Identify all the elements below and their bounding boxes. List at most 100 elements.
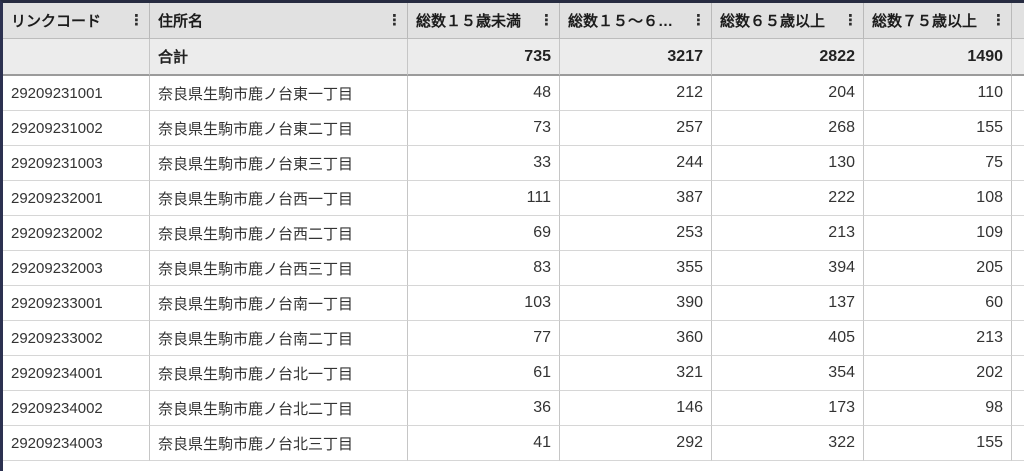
cell-linkcode[interactable]: 29209232001 (3, 181, 150, 216)
cell-number[interactable]: 75 (864, 146, 1012, 181)
cell-number[interactable]: 213 (864, 321, 1012, 356)
table-row: 29209231002 奈良県生駒市鹿ノ台東二丁目 73 257 268 155 (3, 111, 1024, 146)
cell-number[interactable]: 354 (712, 356, 864, 391)
cell-number[interactable]: 108 (864, 181, 1012, 216)
cell-number[interactable]: 77 (408, 321, 560, 356)
cell-linkcode[interactable]: 29209232003 (3, 251, 150, 286)
cell-number[interactable]: 60 (864, 286, 1012, 321)
column-menu-icon[interactable]: ⋮ (843, 12, 858, 29)
cell-overflow (1012, 286, 1024, 321)
cell-number[interactable]: 130 (712, 146, 864, 181)
column-menu-icon[interactable]: ⋮ (991, 12, 1006, 29)
column-menu-icon[interactable]: ⋮ (691, 12, 706, 29)
cell-overflow (1012, 321, 1024, 356)
totals-cell-over65[interactable]: 2822 (712, 39, 864, 76)
cell-linkcode[interactable]: 29209234002 (3, 391, 150, 426)
cell-address[interactable]: 奈良県生駒市鹿ノ台西三丁目 (150, 251, 408, 286)
cell-number[interactable]: 268 (712, 111, 864, 146)
column-menu-icon[interactable]: ⋮ (539, 12, 554, 29)
cell-number[interactable]: 155 (864, 111, 1012, 146)
cell-number[interactable]: 61 (408, 356, 560, 391)
cell-number[interactable]: 36 (408, 391, 560, 426)
column-header-address[interactable]: 住所名 ⋮ (150, 3, 408, 39)
table-body: 29209231001 奈良県生駒市鹿ノ台東一丁目 48 212 204 110… (3, 76, 1024, 461)
cell-overflow (1012, 426, 1024, 461)
cell-address[interactable]: 奈良県生駒市鹿ノ台西二丁目 (150, 216, 408, 251)
cell-number[interactable]: 109 (864, 216, 1012, 251)
cell-number[interactable]: 405 (712, 321, 864, 356)
cell-linkcode[interactable]: 29209233002 (3, 321, 150, 356)
cell-number[interactable]: 137 (712, 286, 864, 321)
column-menu-icon[interactable]: ⋮ (129, 12, 144, 29)
cell-number[interactable]: 111 (408, 181, 560, 216)
cell-number[interactable]: 69 (408, 216, 560, 251)
cell-number[interactable]: 360 (560, 321, 712, 356)
cell-number[interactable]: 244 (560, 146, 712, 181)
cell-linkcode[interactable]: 29209231003 (3, 146, 150, 181)
cell-number[interactable]: 202 (864, 356, 1012, 391)
cell-number[interactable]: 173 (712, 391, 864, 426)
cell-number[interactable]: 321 (560, 356, 712, 391)
cell-address[interactable]: 奈良県生駒市鹿ノ台東二丁目 (150, 111, 408, 146)
column-header-linkcode[interactable]: リンクコード ⋮ (3, 3, 150, 39)
cell-number[interactable]: 212 (560, 76, 712, 111)
column-header-over65[interactable]: 総数６５歳以上 ⋮ (712, 3, 864, 39)
bottom-strip (3, 461, 1024, 471)
cell-number[interactable]: 253 (560, 216, 712, 251)
column-header-over75[interactable]: 総数７５歳以上 ⋮ (864, 3, 1012, 39)
cell-overflow (1012, 111, 1024, 146)
cell-number[interactable]: 204 (712, 76, 864, 111)
cell-linkcode[interactable]: 29209233001 (3, 286, 150, 321)
table-row: 29209234001 奈良県生駒市鹿ノ台北一丁目 61 321 354 202 (3, 356, 1024, 391)
cell-number[interactable]: 73 (408, 111, 560, 146)
cell-address[interactable]: 奈良県生駒市鹿ノ台東三丁目 (150, 146, 408, 181)
cell-linkcode[interactable]: 29209234003 (3, 426, 150, 461)
cell-number[interactable]: 48 (408, 76, 560, 111)
cell-number[interactable]: 390 (560, 286, 712, 321)
totals-cell-linkcode[interactable] (3, 39, 150, 76)
totals-cell-under15[interactable]: 735 (408, 39, 560, 76)
cell-number[interactable]: 257 (560, 111, 712, 146)
cell-address[interactable]: 奈良県生駒市鹿ノ台北一丁目 (150, 356, 408, 391)
cell-number[interactable]: 205 (864, 251, 1012, 286)
cell-linkcode[interactable]: 29209234001 (3, 356, 150, 391)
column-header-label: リンクコード (11, 13, 102, 30)
cell-number[interactable]: 394 (712, 251, 864, 286)
cell-number[interactable]: 98 (864, 391, 1012, 426)
column-menu-icon[interactable]: ⋮ (387, 12, 402, 29)
column-header-15to64[interactable]: 総数１５〜６… ⋮ (560, 3, 712, 39)
cell-number[interactable]: 41 (408, 426, 560, 461)
totals-label[interactable]: 合計 (150, 39, 408, 76)
cell-address[interactable]: 奈良県生駒市鹿ノ台北三丁目 (150, 426, 408, 461)
cell-linkcode[interactable]: 29209232002 (3, 216, 150, 251)
cell-number[interactable]: 103 (408, 286, 560, 321)
column-header-under15[interactable]: 総数１５歳未満 ⋮ (408, 3, 560, 39)
cell-number[interactable]: 146 (560, 391, 712, 426)
cell-number[interactable]: 387 (560, 181, 712, 216)
cell-overflow (1012, 76, 1024, 111)
cell-overflow (1012, 251, 1024, 286)
cell-address[interactable]: 奈良県生駒市鹿ノ台北二丁目 (150, 391, 408, 426)
table-row: 29209234003 奈良県生駒市鹿ノ台北三丁目 41 292 322 155 (3, 426, 1024, 461)
cell-address[interactable]: 奈良県生駒市鹿ノ台東一丁目 (150, 76, 408, 111)
table-row: 29209234002 奈良県生駒市鹿ノ台北二丁目 36 146 173 98 (3, 391, 1024, 426)
cell-number[interactable]: 33 (408, 146, 560, 181)
cell-number[interactable]: 322 (712, 426, 864, 461)
cell-number[interactable]: 213 (712, 216, 864, 251)
totals-cell-over75[interactable]: 1490 (864, 39, 1012, 76)
cell-overflow (1012, 216, 1024, 251)
totals-cell-15to64[interactable]: 3217 (560, 39, 712, 76)
cell-number[interactable]: 222 (712, 181, 864, 216)
cell-number[interactable]: 110 (864, 76, 1012, 111)
cell-address[interactable]: 奈良県生駒市鹿ノ台南二丁目 (150, 321, 408, 356)
cell-address[interactable]: 奈良県生駒市鹿ノ台南一丁目 (150, 286, 408, 321)
cell-linkcode[interactable]: 29209231001 (3, 76, 150, 111)
cell-number[interactable]: 83 (408, 251, 560, 286)
cell-address[interactable]: 奈良県生駒市鹿ノ台西一丁目 (150, 181, 408, 216)
cell-overflow (1012, 356, 1024, 391)
cell-linkcode[interactable]: 29209231002 (3, 111, 150, 146)
cell-number[interactable]: 355 (560, 251, 712, 286)
cell-number[interactable]: 155 (864, 426, 1012, 461)
cell-number[interactable]: 292 (560, 426, 712, 461)
